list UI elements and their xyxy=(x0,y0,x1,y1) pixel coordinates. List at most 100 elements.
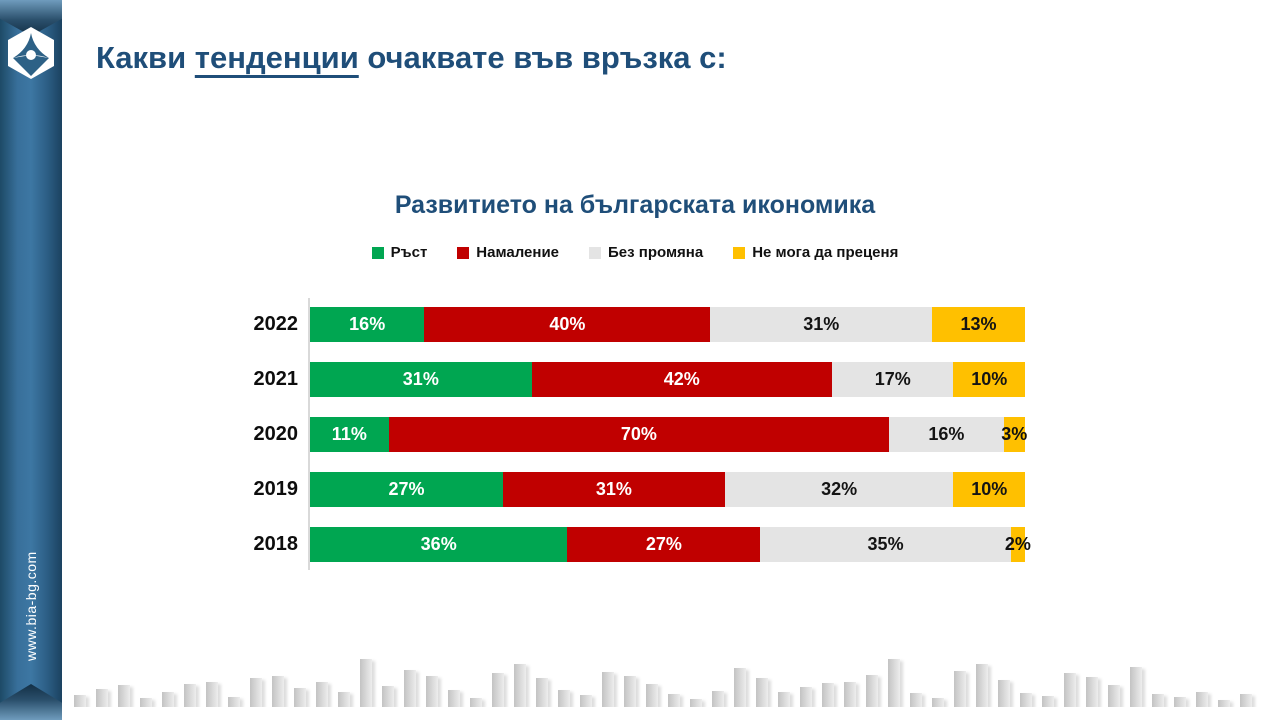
bar-segment: 31% xyxy=(503,472,725,507)
bar-segment: 36% xyxy=(310,527,568,562)
slide-title-prefix: Какви xyxy=(96,40,195,75)
bar-segment: 16% xyxy=(889,417,1004,452)
bar-row: 2021 31% 42% 17% 10% xyxy=(232,362,1038,397)
skyline-bar xyxy=(756,678,768,707)
sidebar-ribbon: www.bia-bg.com xyxy=(0,0,62,720)
bar-segment: 31% xyxy=(310,362,532,397)
category-axis-line xyxy=(308,298,310,570)
skyline-bar xyxy=(822,683,834,707)
chart-legend: Ръст Намаление Без промяна Не мога да преце… xyxy=(232,244,1038,261)
skyline-bar xyxy=(448,690,460,707)
bar-segment: 42% xyxy=(531,362,832,397)
year-label: 2018 xyxy=(253,533,299,555)
skyline-bar xyxy=(206,682,218,707)
skyline-bar xyxy=(162,692,174,707)
bar-row: 2018 36% 27% 35% 2% xyxy=(232,527,1038,562)
legend-swatch-icon xyxy=(589,246,602,259)
bar-segment: 13% xyxy=(932,307,1025,342)
bar-segment: 32% xyxy=(724,472,954,507)
skyline-bar xyxy=(558,690,570,707)
bar-segment-label: 16% xyxy=(349,314,386,334)
skyline-bar xyxy=(690,699,702,707)
bar-segment: 35% xyxy=(760,527,1011,562)
skyline-bar xyxy=(624,676,636,707)
bar-segment-label: 13% xyxy=(960,314,997,334)
skyline-bar xyxy=(338,692,350,707)
year-label: 2022 xyxy=(253,313,299,335)
year-label: 2019 xyxy=(253,478,299,500)
skyline-bar xyxy=(316,682,328,707)
skyline-bar xyxy=(250,678,262,707)
skyline-bar xyxy=(800,687,812,707)
skyline-bar xyxy=(1020,693,1032,707)
legend-item: Ръст xyxy=(371,244,427,261)
bia-logo-icon xyxy=(6,26,56,80)
bar-track: 27% 31% 32% 10% xyxy=(310,472,1025,507)
bar-segment-label: 42% xyxy=(663,369,700,389)
bar-row: 2022 16% 40% 31% 13% xyxy=(232,307,1038,342)
legend-label: Без промяна xyxy=(608,244,704,261)
bar-segment: 11% xyxy=(310,417,389,452)
chart-title: Развитието на българската икономика xyxy=(394,191,876,219)
skyline-bar xyxy=(184,684,196,707)
year-label: 2020 xyxy=(253,423,299,445)
skyline-bar xyxy=(1086,677,1098,707)
slide-title: Какви тенденции очаквате във връзка с: xyxy=(96,40,727,76)
bar-segment-label: 10% xyxy=(971,479,1008,499)
bar-segment: 27% xyxy=(310,472,504,507)
bar-segment-label: 27% xyxy=(388,479,425,499)
bar-track: 31% 42% 17% 10% xyxy=(310,362,1025,397)
skyline-bar xyxy=(910,693,922,707)
skyline-bar xyxy=(1130,667,1142,707)
bar-segment xyxy=(1010,527,1025,562)
bar-segment: 16% xyxy=(310,307,425,342)
skyline-bar xyxy=(1196,692,1208,707)
legend-swatch-icon xyxy=(733,246,746,259)
bar-segment-label: 31% xyxy=(803,314,840,334)
bar-segment: 10% xyxy=(953,362,1025,397)
skyline-bar xyxy=(294,688,306,707)
skyline-bar xyxy=(844,682,856,707)
skyline-bar xyxy=(712,691,724,707)
skyline-bar xyxy=(976,664,988,707)
bar-track: 11% 70% 16% 3% xyxy=(310,417,1027,452)
bar-row: 2019 27% 31% 32% 10% xyxy=(232,472,1038,507)
skyline-bar xyxy=(888,659,900,707)
slide-title-suffix: очаквате във връзка с: xyxy=(358,40,727,75)
bar-segment-label: 10% xyxy=(971,369,1008,389)
stacked-bar-chart: Развитието на българската икономика Ръст… xyxy=(232,190,1038,570)
skyline-bar xyxy=(1108,685,1120,707)
skyline-bar xyxy=(932,698,944,707)
skyline-bar xyxy=(272,676,284,707)
bar-segment-label: 31% xyxy=(402,369,439,389)
bar-segment: 17% xyxy=(831,362,954,397)
skyline-bar xyxy=(1240,694,1252,707)
bar-segment-label: 70% xyxy=(620,424,657,444)
skyline-bar xyxy=(778,692,790,707)
skyline-bar xyxy=(228,697,240,707)
sidebar-bottom-bevel xyxy=(0,684,62,720)
legend-label: Не мога да преценя xyxy=(752,244,899,261)
legend-label: Намаление xyxy=(476,244,560,261)
bar-track: 16% 40% 31% 13% xyxy=(310,307,1025,342)
skyline-bar xyxy=(954,671,966,707)
legend-swatch-icon xyxy=(371,246,384,259)
bar-segment: 10% xyxy=(953,472,1025,507)
bar-segment-label: 2% xyxy=(1004,534,1031,554)
skyline-bar xyxy=(602,672,614,707)
legend-swatch-icon xyxy=(457,246,470,259)
skyline-bar xyxy=(1174,697,1186,707)
bar-track: 36% 27% 35% 2% xyxy=(310,527,1031,562)
bar-segment-label: 31% xyxy=(595,479,632,499)
skyline-bar xyxy=(492,673,504,707)
skyline-bar xyxy=(580,695,592,707)
bar-segment-label: 17% xyxy=(874,369,911,389)
skyline-bar xyxy=(360,659,372,707)
skyline-bar xyxy=(470,698,482,707)
bar-segment-label: 35% xyxy=(867,534,904,554)
skyline-bar xyxy=(734,668,746,707)
bar-segment-label: 11% xyxy=(331,424,367,444)
year-label: 2021 xyxy=(253,368,299,390)
skyline-bar xyxy=(426,676,438,707)
skyline-bar xyxy=(866,675,878,707)
